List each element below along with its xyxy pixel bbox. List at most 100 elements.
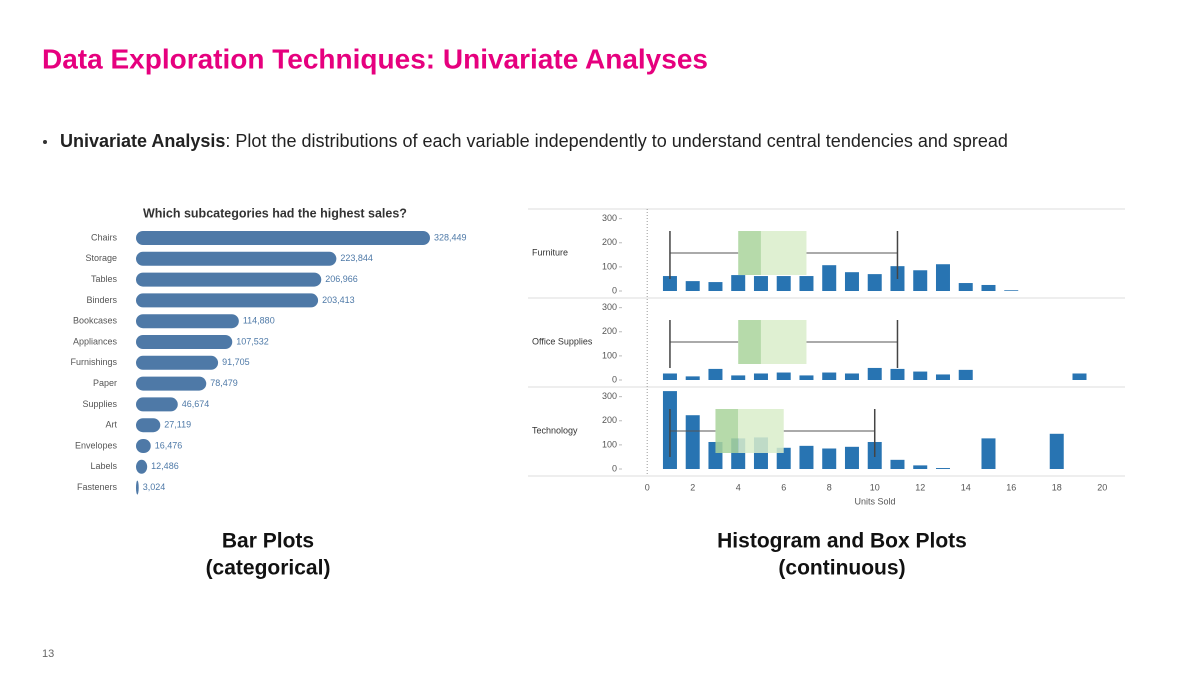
bar	[913, 371, 928, 380]
category-label: Chairs	[91, 232, 118, 242]
x-tick-label: 4	[736, 482, 741, 492]
bar	[822, 448, 837, 469]
bar	[799, 276, 814, 291]
value-label: 16,476	[155, 440, 183, 450]
bar	[981, 284, 996, 291]
bar	[685, 281, 700, 291]
x-tick-label: 16	[1006, 482, 1016, 492]
y-tick-label: 300	[602, 213, 617, 223]
caption: Bar Plots	[222, 530, 314, 553]
bar	[136, 480, 139, 495]
y-tick-label: 100	[602, 261, 617, 271]
bar	[913, 270, 928, 291]
x-tick-label: 20	[1097, 482, 1107, 492]
bar	[136, 231, 430, 245]
value-label: 3,024	[143, 482, 166, 492]
bar	[935, 264, 950, 291]
y-tick-label: 0	[612, 285, 617, 295]
bar	[685, 376, 700, 380]
x-tick-label: 8	[827, 482, 832, 492]
bar	[136, 418, 161, 433]
bar	[136, 439, 151, 453]
bar	[867, 367, 882, 380]
y-tick-label: 300	[602, 302, 617, 312]
box-upper	[738, 409, 784, 453]
bar	[753, 373, 768, 380]
y-tick-label: 0	[612, 463, 617, 473]
box-upper	[760, 231, 807, 275]
value-label: 46,674	[182, 399, 210, 409]
bar	[844, 373, 859, 380]
bar	[913, 465, 928, 469]
bar	[136, 376, 207, 391]
category-label: Fasteners	[77, 482, 118, 492]
category-label: Envelopes	[75, 440, 118, 450]
caption: (categorical)	[206, 557, 331, 580]
bar	[708, 368, 723, 380]
value-label: 27,119	[164, 420, 191, 430]
bar	[731, 275, 746, 291]
y-tick-label: 100	[602, 350, 617, 360]
y-tick-label: 100	[602, 439, 617, 449]
category-label: Labels	[90, 461, 117, 471]
bar	[844, 446, 859, 469]
y-tick-label: 200	[602, 326, 617, 336]
bar	[867, 274, 882, 291]
value-label: 203,413	[322, 295, 355, 305]
category-label: Storage	[85, 253, 117, 263]
x-tick-label: 2	[690, 482, 695, 492]
y-tick-label: 200	[602, 237, 617, 247]
box-lower	[715, 409, 739, 453]
bar	[776, 372, 791, 380]
category-label: Furnishings	[70, 357, 117, 367]
bullet-term: Univariate Analysis	[60, 131, 225, 151]
bar	[958, 283, 973, 291]
page-number: 13	[42, 648, 54, 660]
bar	[844, 272, 859, 291]
bar	[662, 276, 677, 291]
value-label: 78,479	[210, 378, 238, 388]
bar	[136, 293, 319, 308]
slide-title: Data Exploration Techniques: Univariate …	[42, 43, 708, 74]
x-axis-label: Units Sold	[854, 496, 895, 506]
bar	[958, 369, 973, 380]
x-tick-label: 18	[1052, 482, 1062, 492]
box-lower	[738, 320, 761, 364]
value-label: 206,966	[325, 274, 358, 284]
bullet-text: Univariate Analysis: Plot the distributi…	[60, 131, 1008, 151]
y-tick-label: 200	[602, 415, 617, 425]
bar	[136, 272, 322, 287]
x-tick-label: 0	[645, 482, 650, 492]
bar	[731, 375, 746, 380]
bar	[981, 438, 996, 469]
value-label: 223,844	[340, 253, 373, 263]
y-tick-label: 300	[602, 391, 617, 401]
category-label: Bookcases	[73, 316, 118, 326]
panel-label: Technology	[532, 425, 578, 435]
bar	[136, 355, 219, 370]
value-label: 12,486	[151, 461, 179, 471]
bar	[1049, 433, 1064, 469]
bar	[799, 375, 814, 380]
bar	[136, 397, 178, 412]
y-tick-label: 0	[612, 374, 617, 384]
value-label: 91,705	[222, 357, 250, 367]
bar	[136, 459, 148, 474]
category-label: Binders	[86, 295, 117, 305]
bar	[822, 372, 837, 380]
box-lower	[738, 231, 761, 275]
x-tick-label: 12	[915, 482, 925, 492]
value-label: 114,880	[243, 316, 275, 326]
panel-label: Office Supplies	[532, 336, 593, 346]
bar	[890, 459, 905, 469]
category-label: Tables	[91, 274, 118, 284]
bar	[799, 445, 814, 469]
x-tick-label: 14	[961, 482, 971, 492]
bar	[1004, 290, 1019, 291]
bar	[708, 282, 723, 291]
caption: (continuous)	[778, 557, 905, 580]
caption: Histogram and Box Plots	[717, 530, 967, 553]
category-label: Supplies	[82, 399, 117, 409]
